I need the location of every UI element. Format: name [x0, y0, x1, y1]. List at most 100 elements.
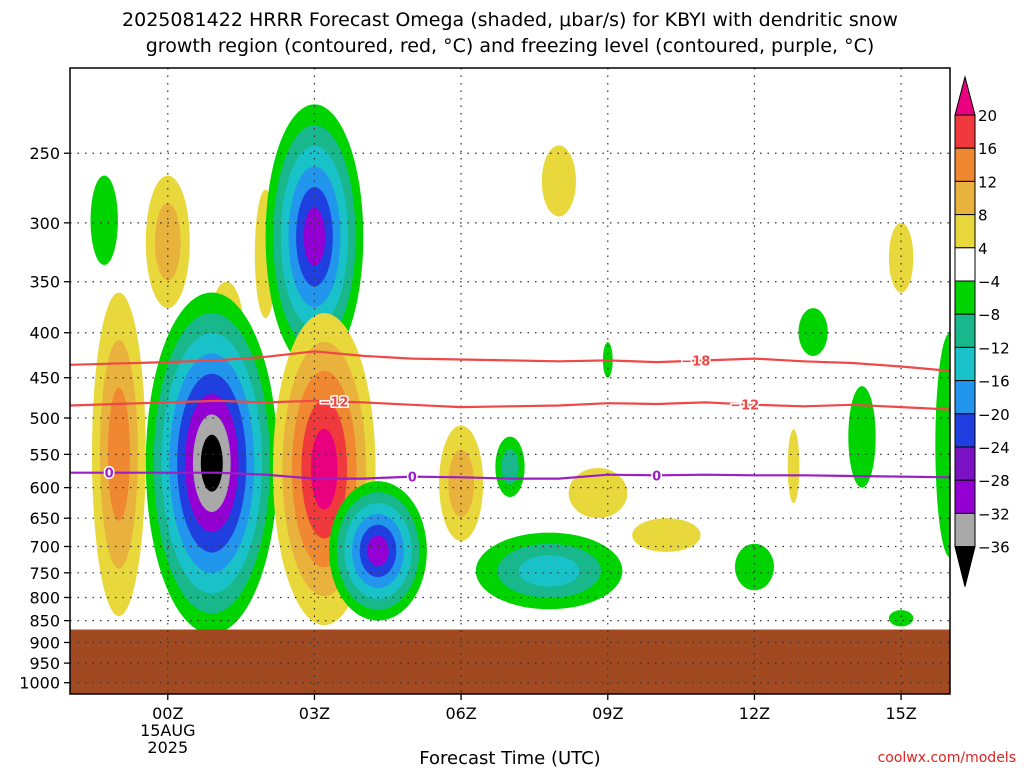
omega-blob	[329, 481, 427, 621]
x-axis-label: Forecast Time (UTC)	[419, 748, 600, 768]
y-tick-label: 250	[29, 144, 60, 163]
contour-label: −18	[681, 355, 710, 370]
omega-level-minus-8	[888, 610, 914, 627]
omega-blob	[787, 429, 800, 504]
omega-blob	[734, 543, 774, 591]
colorbar-swatch	[954, 512, 976, 548]
chart-title-line-1: 2025081422 HRRR Forecast Omega (shaded, …	[122, 9, 898, 31]
colorbar-label: 16	[978, 140, 997, 158]
y-tick-label: 550	[29, 445, 60, 464]
x-axis-ticks: 00Z 03Z 06Z 09Z 12Z 15Z	[152, 694, 917, 723]
colorbar-label: −4	[978, 273, 1000, 291]
colorbar-swatch	[954, 214, 976, 249]
omega-level-12	[107, 387, 130, 521]
colorbar-swatch	[954, 280, 976, 315]
colorbar-swatch	[954, 313, 976, 348]
colorbar-label: 20	[978, 107, 997, 125]
omega-level-4	[632, 518, 701, 552]
omega-level-4	[541, 145, 577, 217]
omega-level-minus-28	[303, 207, 326, 266]
colorbar-swatch	[954, 247, 976, 282]
omega-level-minus-8	[90, 175, 118, 266]
y-tick-label: 750	[29, 564, 60, 583]
x-tick-label: 03Z	[299, 704, 330, 723]
omega-level-minus-8	[734, 543, 774, 591]
omega-blob	[935, 332, 950, 558]
colorbar: 20 16 12 8 4 −4 −8 −12 −16 −20 −24 −28 −32 −36	[954, 75, 1010, 587]
contour-label: −12	[320, 395, 349, 410]
colorbar-label: 12	[978, 173, 997, 191]
y-tick-label: 950	[29, 654, 60, 673]
omega-level-4	[787, 429, 800, 504]
omega-blob	[265, 104, 364, 370]
omega-level-minus-12	[501, 449, 519, 485]
omega-shaded-field	[90, 104, 950, 634]
omega-blob	[541, 145, 577, 217]
omega-level-minus-8	[798, 308, 828, 356]
dendritic-contour	[70, 350, 950, 372]
credit-text: coolwx.com/models	[878, 750, 1016, 766]
omega-level-minus-28	[367, 535, 389, 567]
y-tick-label: 500	[29, 409, 60, 428]
contour-lines: −18 −12 −12 0 0 0	[70, 350, 950, 487]
contour-label: 0	[105, 467, 114, 482]
x-tick-label: 12Z	[739, 704, 770, 723]
y-tick-label: 450	[29, 369, 60, 388]
colorbar-label: 8	[978, 207, 988, 225]
y-tick-label: 800	[29, 588, 60, 607]
omega-blob	[475, 532, 623, 610]
colorbar-swatch	[954, 147, 976, 182]
colorbar-label: −16	[978, 373, 1010, 391]
colorbar-label: 4	[978, 240, 988, 258]
colorbar-label: −36	[978, 539, 1010, 557]
omega-blob	[92, 292, 146, 617]
colorbar-label: −28	[978, 472, 1010, 490]
plot-frame	[69, 67, 951, 695]
y-tick-label: 350	[29, 273, 60, 292]
colorbar-label: −12	[978, 339, 1010, 357]
colorbar-swatch	[954, 346, 976, 382]
colorbar-label: −20	[978, 406, 1010, 424]
omega-blob	[90, 175, 118, 266]
x-tick-label: 15Z	[885, 704, 916, 723]
colorbar-top-arrow	[954, 75, 976, 116]
ground-terrain	[70, 629, 950, 694]
omega-level-8	[448, 449, 474, 517]
y-tick-label: 400	[29, 324, 60, 343]
omega-blob	[495, 436, 525, 498]
x-date-line-2: 2025	[147, 738, 188, 757]
y-tick-label: 1000	[19, 674, 60, 693]
y-tick-label: 600	[29, 479, 60, 498]
y-tick-label: 900	[29, 633, 60, 652]
omega-level-minus-16	[518, 555, 580, 587]
colorbar-label: −8	[978, 306, 1000, 324]
y-tick-label: 850	[29, 612, 60, 631]
contour-label: −12	[730, 398, 759, 413]
omega-blob	[632, 518, 701, 552]
omega-level-minus-8	[848, 386, 876, 488]
colorbar-swatch	[954, 446, 976, 481]
colorbar-label: −32	[978, 505, 1010, 523]
chart-title-line-2: growth region (contoured, red, °C) and f…	[146, 35, 875, 57]
omega-level-minus-36	[200, 434, 223, 492]
x-tick-label: 09Z	[592, 704, 623, 723]
contour-label: 0	[652, 469, 661, 484]
x-date-line-1: 15AUG	[140, 721, 195, 740]
y-tick-label: 700	[29, 537, 60, 556]
x-tick-label: 06Z	[445, 704, 476, 723]
omega-level-4	[568, 468, 628, 519]
omega-level-minus-8	[935, 332, 950, 558]
contour-label: 0	[408, 471, 417, 486]
colorbar-swatch	[954, 413, 976, 448]
freezing-level-contour	[70, 471, 950, 480]
x-tick-label: 00Z	[152, 704, 183, 723]
omega-blob	[145, 292, 278, 634]
y-tick-label: 650	[29, 509, 60, 528]
colorbar-bottom-arrow	[954, 546, 976, 587]
omega-blob	[439, 425, 484, 541]
omega-blob	[848, 386, 876, 488]
omega-level-4	[888, 222, 914, 293]
colorbar-swatch	[954, 180, 976, 216]
omega-blob	[888, 222, 914, 293]
